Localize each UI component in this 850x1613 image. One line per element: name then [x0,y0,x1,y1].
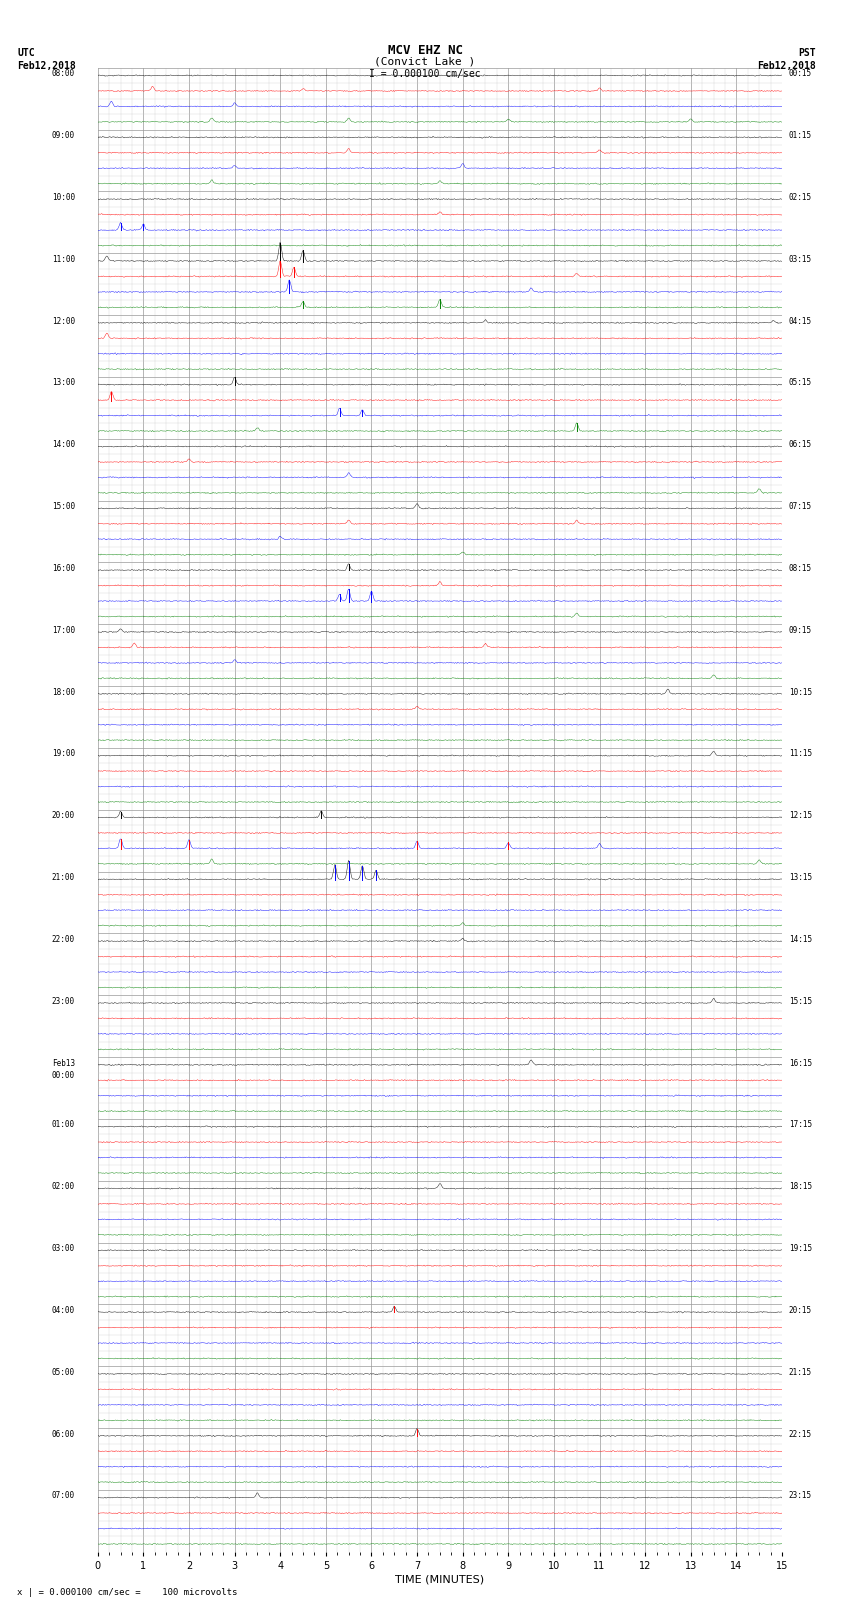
Text: x | = 0.000100 cm/sec =    100 microvolts: x | = 0.000100 cm/sec = 100 microvolts [17,1587,237,1597]
Text: 16:15: 16:15 [789,1058,812,1068]
Text: 14:00: 14:00 [52,440,75,450]
Text: 12:00: 12:00 [52,316,75,326]
Text: UTC: UTC [17,48,35,58]
Text: 23:15: 23:15 [789,1492,812,1500]
Text: 10:00: 10:00 [52,194,75,202]
Text: 16:00: 16:00 [52,565,75,573]
Text: 21:00: 21:00 [52,873,75,882]
Text: 06:15: 06:15 [789,440,812,450]
Text: 14:15: 14:15 [789,936,812,944]
Text: I = 0.000100 cm/sec: I = 0.000100 cm/sec [369,69,481,79]
Text: 05:15: 05:15 [789,379,812,387]
Text: 12:15: 12:15 [789,811,812,821]
Text: 10:15: 10:15 [789,687,812,697]
Text: 22:15: 22:15 [789,1429,812,1439]
Text: 13:15: 13:15 [789,873,812,882]
Text: 11:00: 11:00 [52,255,75,265]
Text: Feb12,2018: Feb12,2018 [757,61,816,71]
X-axis label: TIME (MINUTES): TIME (MINUTES) [395,1574,484,1586]
Text: 07:00: 07:00 [52,1492,75,1500]
Text: 11:15: 11:15 [789,750,812,758]
Text: PST: PST [798,48,816,58]
Text: 18:00: 18:00 [52,687,75,697]
Text: 05:00: 05:00 [52,1368,75,1378]
Text: 17:00: 17:00 [52,626,75,636]
Text: 00:15: 00:15 [789,69,812,79]
Text: 22:00: 22:00 [52,936,75,944]
Text: 19:15: 19:15 [789,1244,812,1253]
Text: 13:00: 13:00 [52,379,75,387]
Text: 08:15: 08:15 [789,565,812,573]
Text: 09:00: 09:00 [52,131,75,140]
Text: 18:15: 18:15 [789,1182,812,1192]
Text: 08:00: 08:00 [52,69,75,79]
Text: 07:15: 07:15 [789,502,812,511]
Text: Feb13: Feb13 [52,1058,75,1068]
Text: 00:00: 00:00 [52,1071,75,1081]
Text: 01:15: 01:15 [789,131,812,140]
Text: 20:15: 20:15 [789,1307,812,1315]
Text: 02:00: 02:00 [52,1182,75,1192]
Text: 01:00: 01:00 [52,1121,75,1129]
Text: 04:15: 04:15 [789,316,812,326]
Text: MCV EHZ NC: MCV EHZ NC [388,44,462,56]
Text: 02:15: 02:15 [789,194,812,202]
Text: 06:00: 06:00 [52,1429,75,1439]
Text: 21:15: 21:15 [789,1368,812,1378]
Text: 04:00: 04:00 [52,1307,75,1315]
Text: 20:00: 20:00 [52,811,75,821]
Text: 09:15: 09:15 [789,626,812,636]
Text: 03:00: 03:00 [52,1244,75,1253]
Text: 23:00: 23:00 [52,997,75,1007]
Text: 15:15: 15:15 [789,997,812,1007]
Text: 17:15: 17:15 [789,1121,812,1129]
Text: (Convict Lake ): (Convict Lake ) [374,56,476,66]
Text: 19:00: 19:00 [52,750,75,758]
Text: 15:00: 15:00 [52,502,75,511]
Text: 03:15: 03:15 [789,255,812,265]
Text: Feb12,2018: Feb12,2018 [17,61,76,71]
